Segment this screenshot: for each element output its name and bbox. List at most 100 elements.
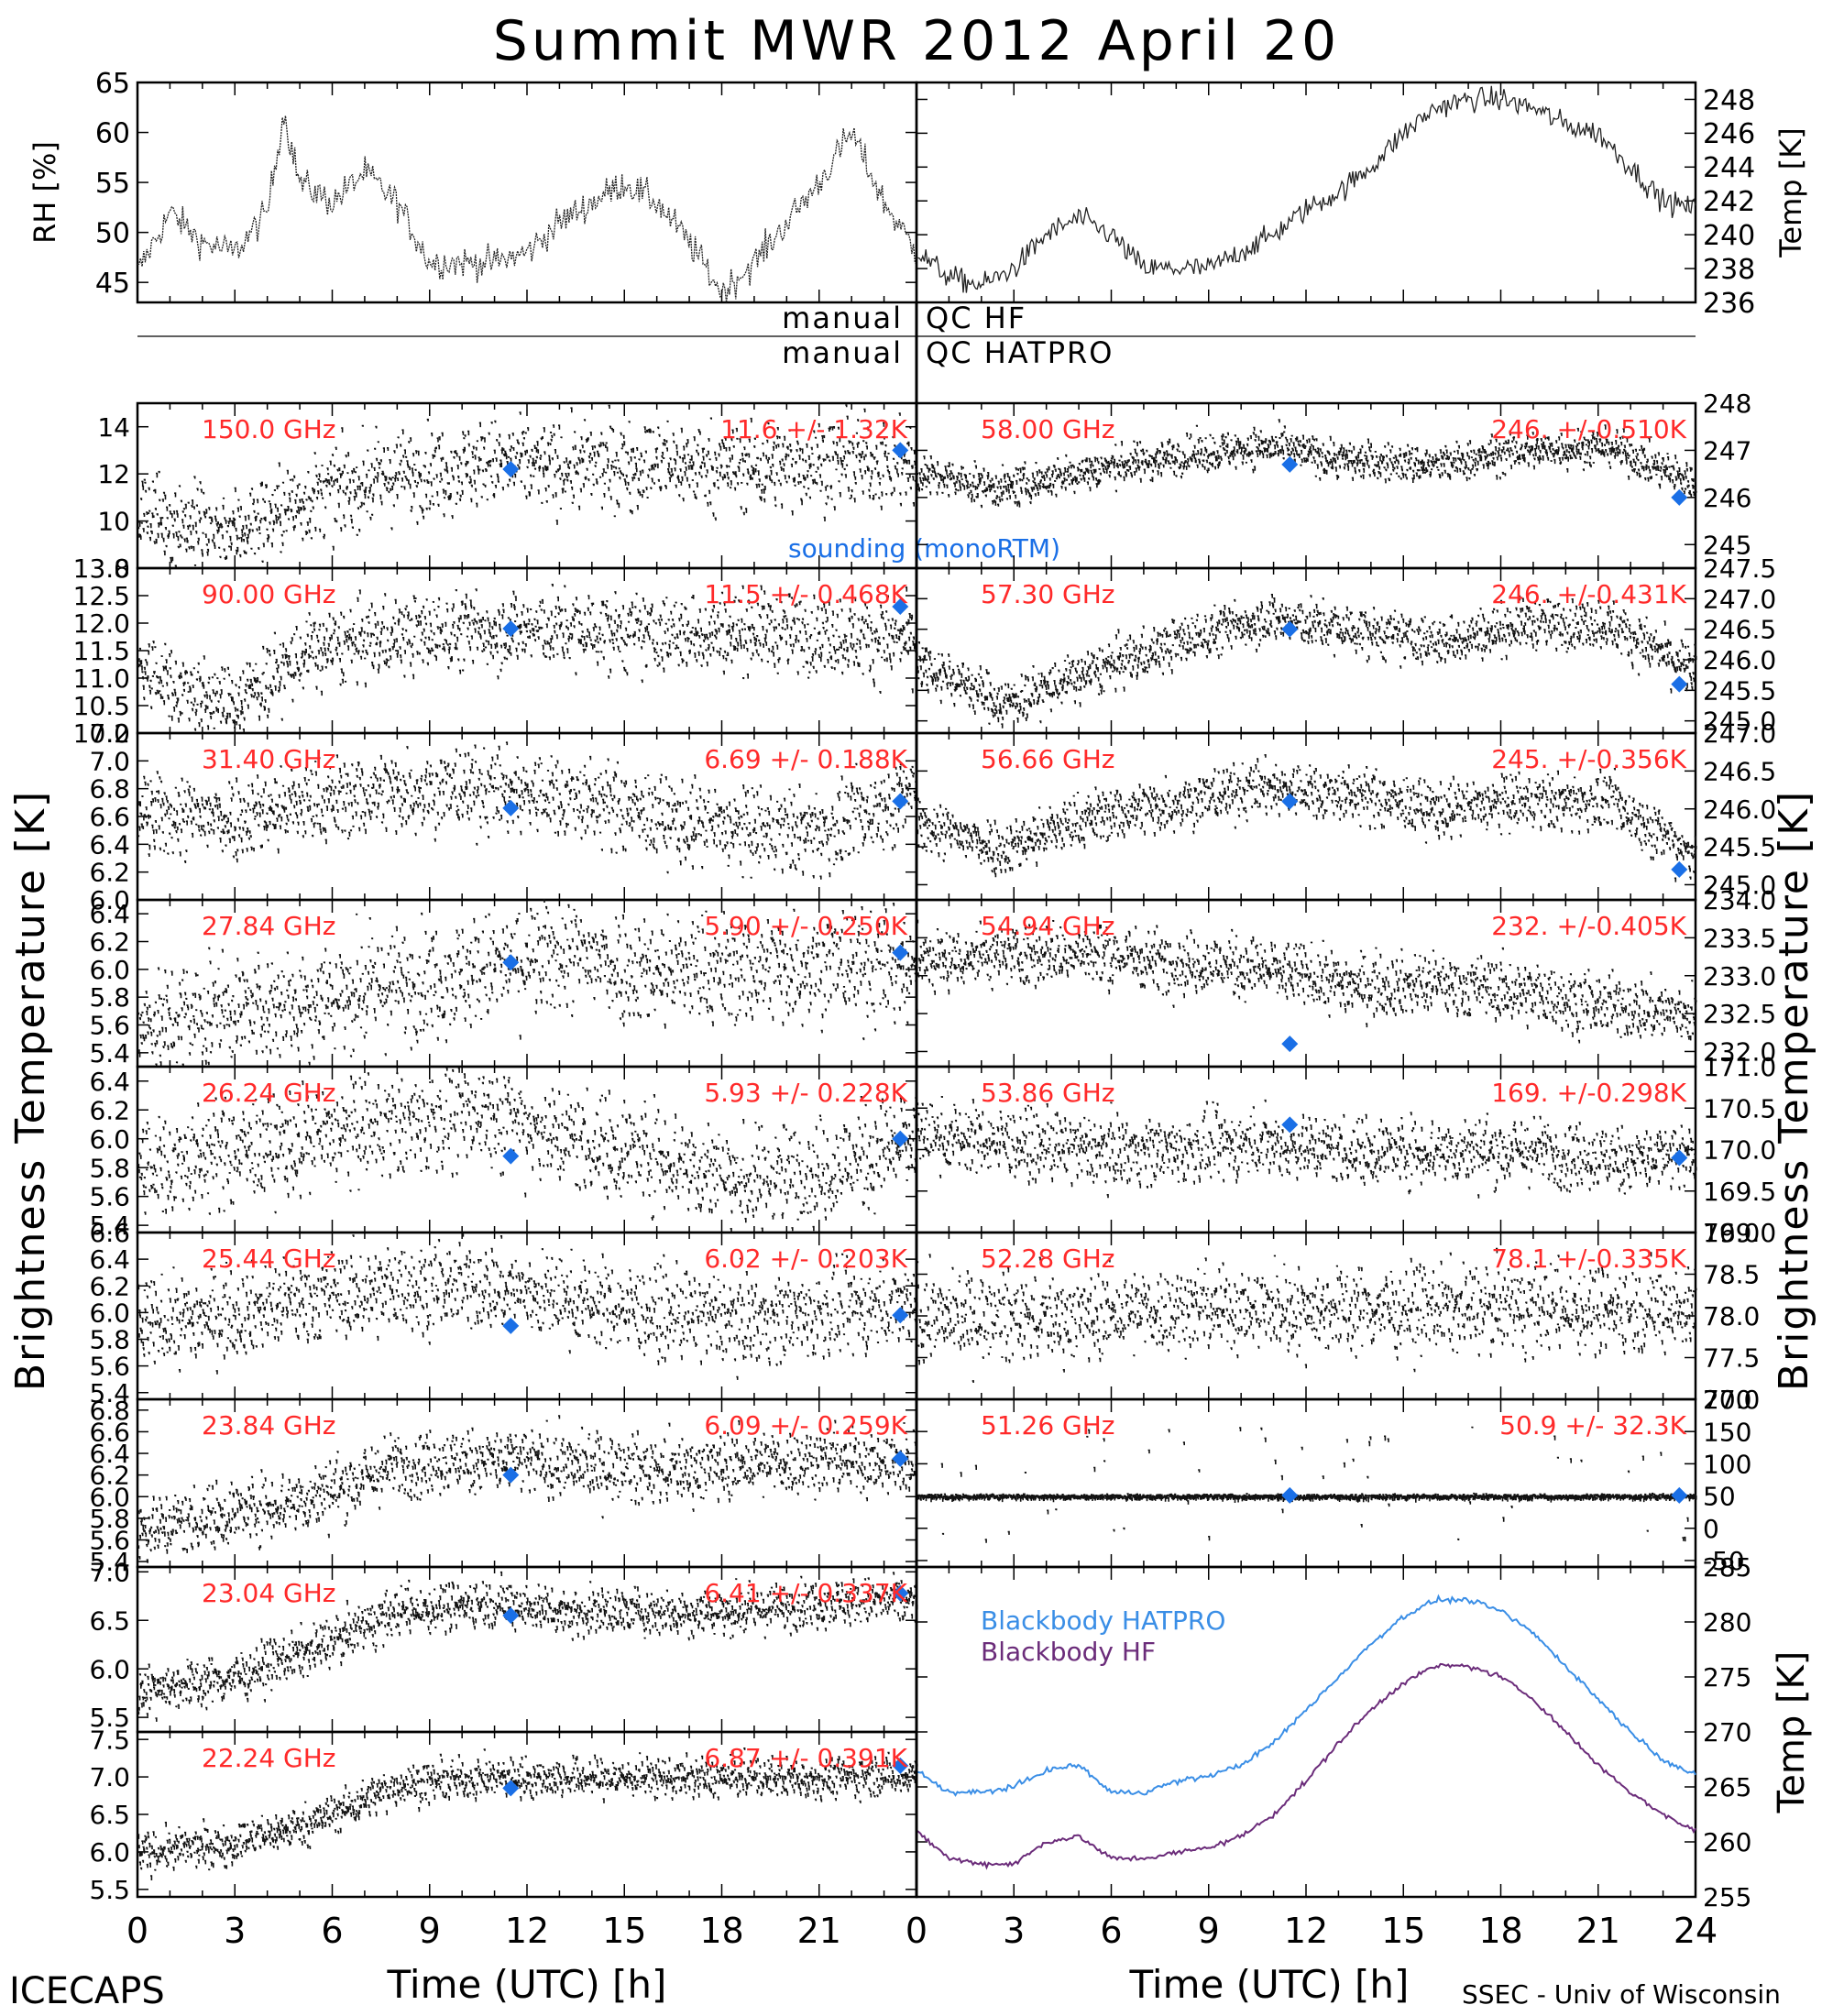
noise-path bbox=[137, 1571, 918, 1722]
sounding-marker bbox=[1281, 1035, 1299, 1053]
sounding-marker bbox=[502, 1147, 520, 1165]
x-tick-label: 6 bbox=[1100, 1911, 1122, 1951]
y-tick-label: 233.5 bbox=[1703, 923, 1776, 953]
x-axis-label: Time (UTC) [h] bbox=[1129, 1962, 1410, 2007]
y-tick-label: 5.8 bbox=[89, 1325, 130, 1355]
y-tick-label: 245.0 bbox=[1703, 871, 1776, 901]
x-tick-label: 6 bbox=[321, 1911, 343, 1951]
qc-label: manual bbox=[782, 335, 903, 370]
y-tick-label: 275 bbox=[1703, 1662, 1751, 1693]
y-tick-label: 246.0 bbox=[1703, 645, 1776, 675]
channel-freq-label: 23.84 GHz bbox=[202, 1410, 336, 1441]
y-tick-label: 6.5 bbox=[89, 1605, 130, 1636]
y-tick-label: 6.0 bbox=[89, 1837, 130, 1868]
y-tick-label: 5.4 bbox=[89, 1378, 130, 1408]
y-tick-label: 78.0 bbox=[1703, 1301, 1760, 1331]
channel-stat-label: 232. +/-0.405K bbox=[1491, 911, 1686, 941]
y-tick-label: 6.0 bbox=[89, 955, 130, 985]
y-tick-label: 10.0 bbox=[73, 718, 130, 749]
y-tick-label: 244 bbox=[1703, 152, 1755, 184]
y-tick-label: 248 bbox=[1703, 389, 1751, 419]
y-tick-label: 247.5 bbox=[1703, 553, 1776, 584]
footer-left: ICECAPS bbox=[9, 1970, 165, 2012]
y-tick-label: 246 bbox=[1703, 483, 1751, 513]
y-tick-label: 233.0 bbox=[1703, 961, 1776, 992]
channel-freq-label: 58.00 GHz bbox=[981, 414, 1115, 444]
channel-freq-label: 51.26 GHz bbox=[981, 1410, 1115, 1441]
channel-stat-label: 5.93 +/- 0.228K bbox=[704, 1078, 907, 1108]
right-y-axis-label: Brightness Temperature [K] bbox=[1771, 790, 1817, 1391]
channel-freq-label: 22.24 GHz bbox=[202, 1743, 336, 1773]
channel-freq-label: 31.40 GHz bbox=[202, 744, 336, 774]
sounding-note: sounding (monoRTM) bbox=[788, 533, 1060, 564]
temp-frame bbox=[915, 81, 1697, 304]
sounding-marker bbox=[892, 1584, 909, 1602]
channel-freq-label: 90.00 GHz bbox=[202, 579, 336, 609]
y-tick-label: 11.0 bbox=[73, 663, 130, 694]
y-tick-label: 234.0 bbox=[1703, 885, 1776, 915]
y-tick-label: 246.5 bbox=[1703, 756, 1776, 786]
y-tick-label: 280 bbox=[1703, 1607, 1751, 1638]
y-tick-label: 5.5 bbox=[89, 1875, 130, 1905]
x-tick-label: 18 bbox=[1478, 1911, 1522, 1951]
y-tick-label: 10.5 bbox=[73, 691, 130, 721]
y-tick-label: 6.2 bbox=[89, 858, 130, 888]
noise-path bbox=[137, 899, 918, 1068]
y-tick-label: 246 bbox=[1703, 118, 1755, 150]
y-tick-label: 245.5 bbox=[1703, 832, 1776, 862]
y-tick-label: 240 bbox=[1703, 220, 1755, 252]
y-tick-label: 6.0 bbox=[89, 1482, 130, 1512]
time-axes: 0 3 6 9 12 15 18 21 0 3 6 9 12 15 18 21 24 Time (UTC) [h]… bbox=[7, 403, 1817, 2007]
noise-path bbox=[137, 404, 918, 568]
y-tick-label: 232.0 bbox=[1703, 1037, 1776, 1068]
sounding-marker bbox=[1281, 620, 1299, 638]
y-tick-label: 247.0 bbox=[1703, 718, 1776, 749]
rh-ylabel: RH [%] bbox=[27, 141, 62, 244]
x-tick-label: 15 bbox=[602, 1911, 646, 1951]
rh-frame bbox=[136, 81, 918, 304]
y-tick-label: 245.5 bbox=[1703, 675, 1776, 706]
sounding-marker bbox=[502, 1317, 520, 1334]
channel-stat-label: 6.69 +/- 0.188K bbox=[704, 744, 907, 774]
temp-line bbox=[916, 85, 1696, 293]
y-tick-label: 6.0 bbox=[89, 1654, 130, 1684]
qc-label: manual bbox=[782, 301, 903, 335]
y-tick-label: 6.4 bbox=[89, 829, 130, 860]
y-tick-label: 5.6 bbox=[89, 1011, 130, 1041]
blackbody-panel: 255 260 265 270 275 280 285 Blackbody HATPROBla… bbox=[915, 1552, 1813, 1912]
x-axis-label: Time (UTC) [h] bbox=[387, 1962, 667, 2007]
sounding-marker bbox=[502, 1780, 520, 1797]
channel-noise bbox=[137, 1067, 918, 1233]
y-tick-label: 14 bbox=[97, 412, 130, 443]
y-tick-label: 6.2 bbox=[89, 1095, 130, 1125]
channel-stat-label: 6.41 +/- 0.337K bbox=[704, 1578, 907, 1608]
x-tick-label: 0 bbox=[126, 1911, 148, 1951]
y-tick-label: 0 bbox=[1703, 1514, 1719, 1544]
x-tick-label: 21 bbox=[1576, 1911, 1620, 1951]
y-tick-label: 50 bbox=[1703, 1482, 1736, 1512]
channel-stat-label: 50.9 +/- 32.3K bbox=[1499, 1410, 1686, 1441]
y-tick-label: 246.0 bbox=[1703, 794, 1776, 825]
channel-freq-label: 57.30 GHz bbox=[981, 579, 1115, 609]
noise-path bbox=[916, 594, 1697, 729]
y-tick-label: 7.0 bbox=[89, 1557, 130, 1587]
y-tick-label: 77.5 bbox=[1703, 1343, 1760, 1374]
y-tick-label: 7.0 bbox=[89, 1762, 130, 1792]
y-tick-label: 6.0 bbox=[89, 885, 130, 915]
y-tick-label: 5.6 bbox=[89, 1182, 130, 1212]
y-tick-label: 169.0 bbox=[1703, 1218, 1776, 1248]
y-tick-label: 13.0 bbox=[73, 553, 130, 584]
channel-noise bbox=[137, 404, 918, 568]
y-tick-label: 6.2 bbox=[89, 1271, 130, 1301]
y-tick-label: 6.2 bbox=[89, 927, 130, 958]
y-tick-label: 6.6 bbox=[89, 802, 130, 832]
y-tick-label: 6.0 bbox=[89, 1124, 130, 1155]
y-tick-label: 100 bbox=[1703, 1449, 1751, 1479]
y-tick-label: 78.5 bbox=[1703, 1260, 1760, 1290]
sounding-marker bbox=[892, 442, 909, 459]
channel-stat-label: 6.02 +/- 0.203K bbox=[704, 1244, 907, 1274]
sounding-marker bbox=[1671, 488, 1688, 506]
y-tick-label: 12.0 bbox=[73, 608, 130, 639]
x-tick-label: 15 bbox=[1381, 1911, 1425, 1951]
